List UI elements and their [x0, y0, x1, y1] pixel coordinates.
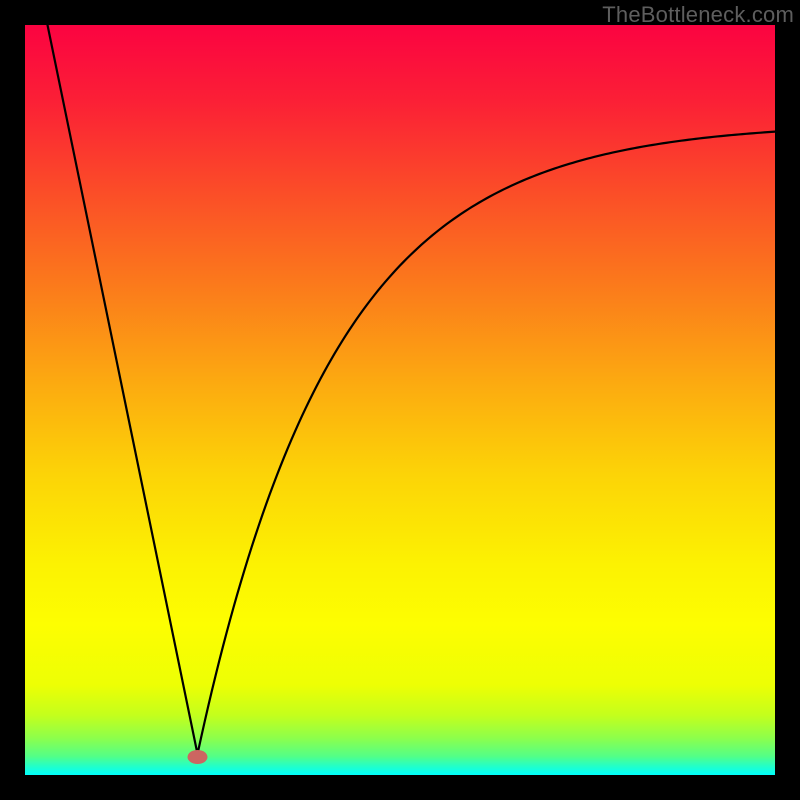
bottleneck-chart — [0, 0, 800, 800]
chart-stage: TheBottleneck.com — [0, 0, 800, 800]
plot-background — [25, 25, 775, 775]
watermark-text: TheBottleneck.com — [602, 2, 794, 28]
apex-marker — [188, 750, 208, 764]
